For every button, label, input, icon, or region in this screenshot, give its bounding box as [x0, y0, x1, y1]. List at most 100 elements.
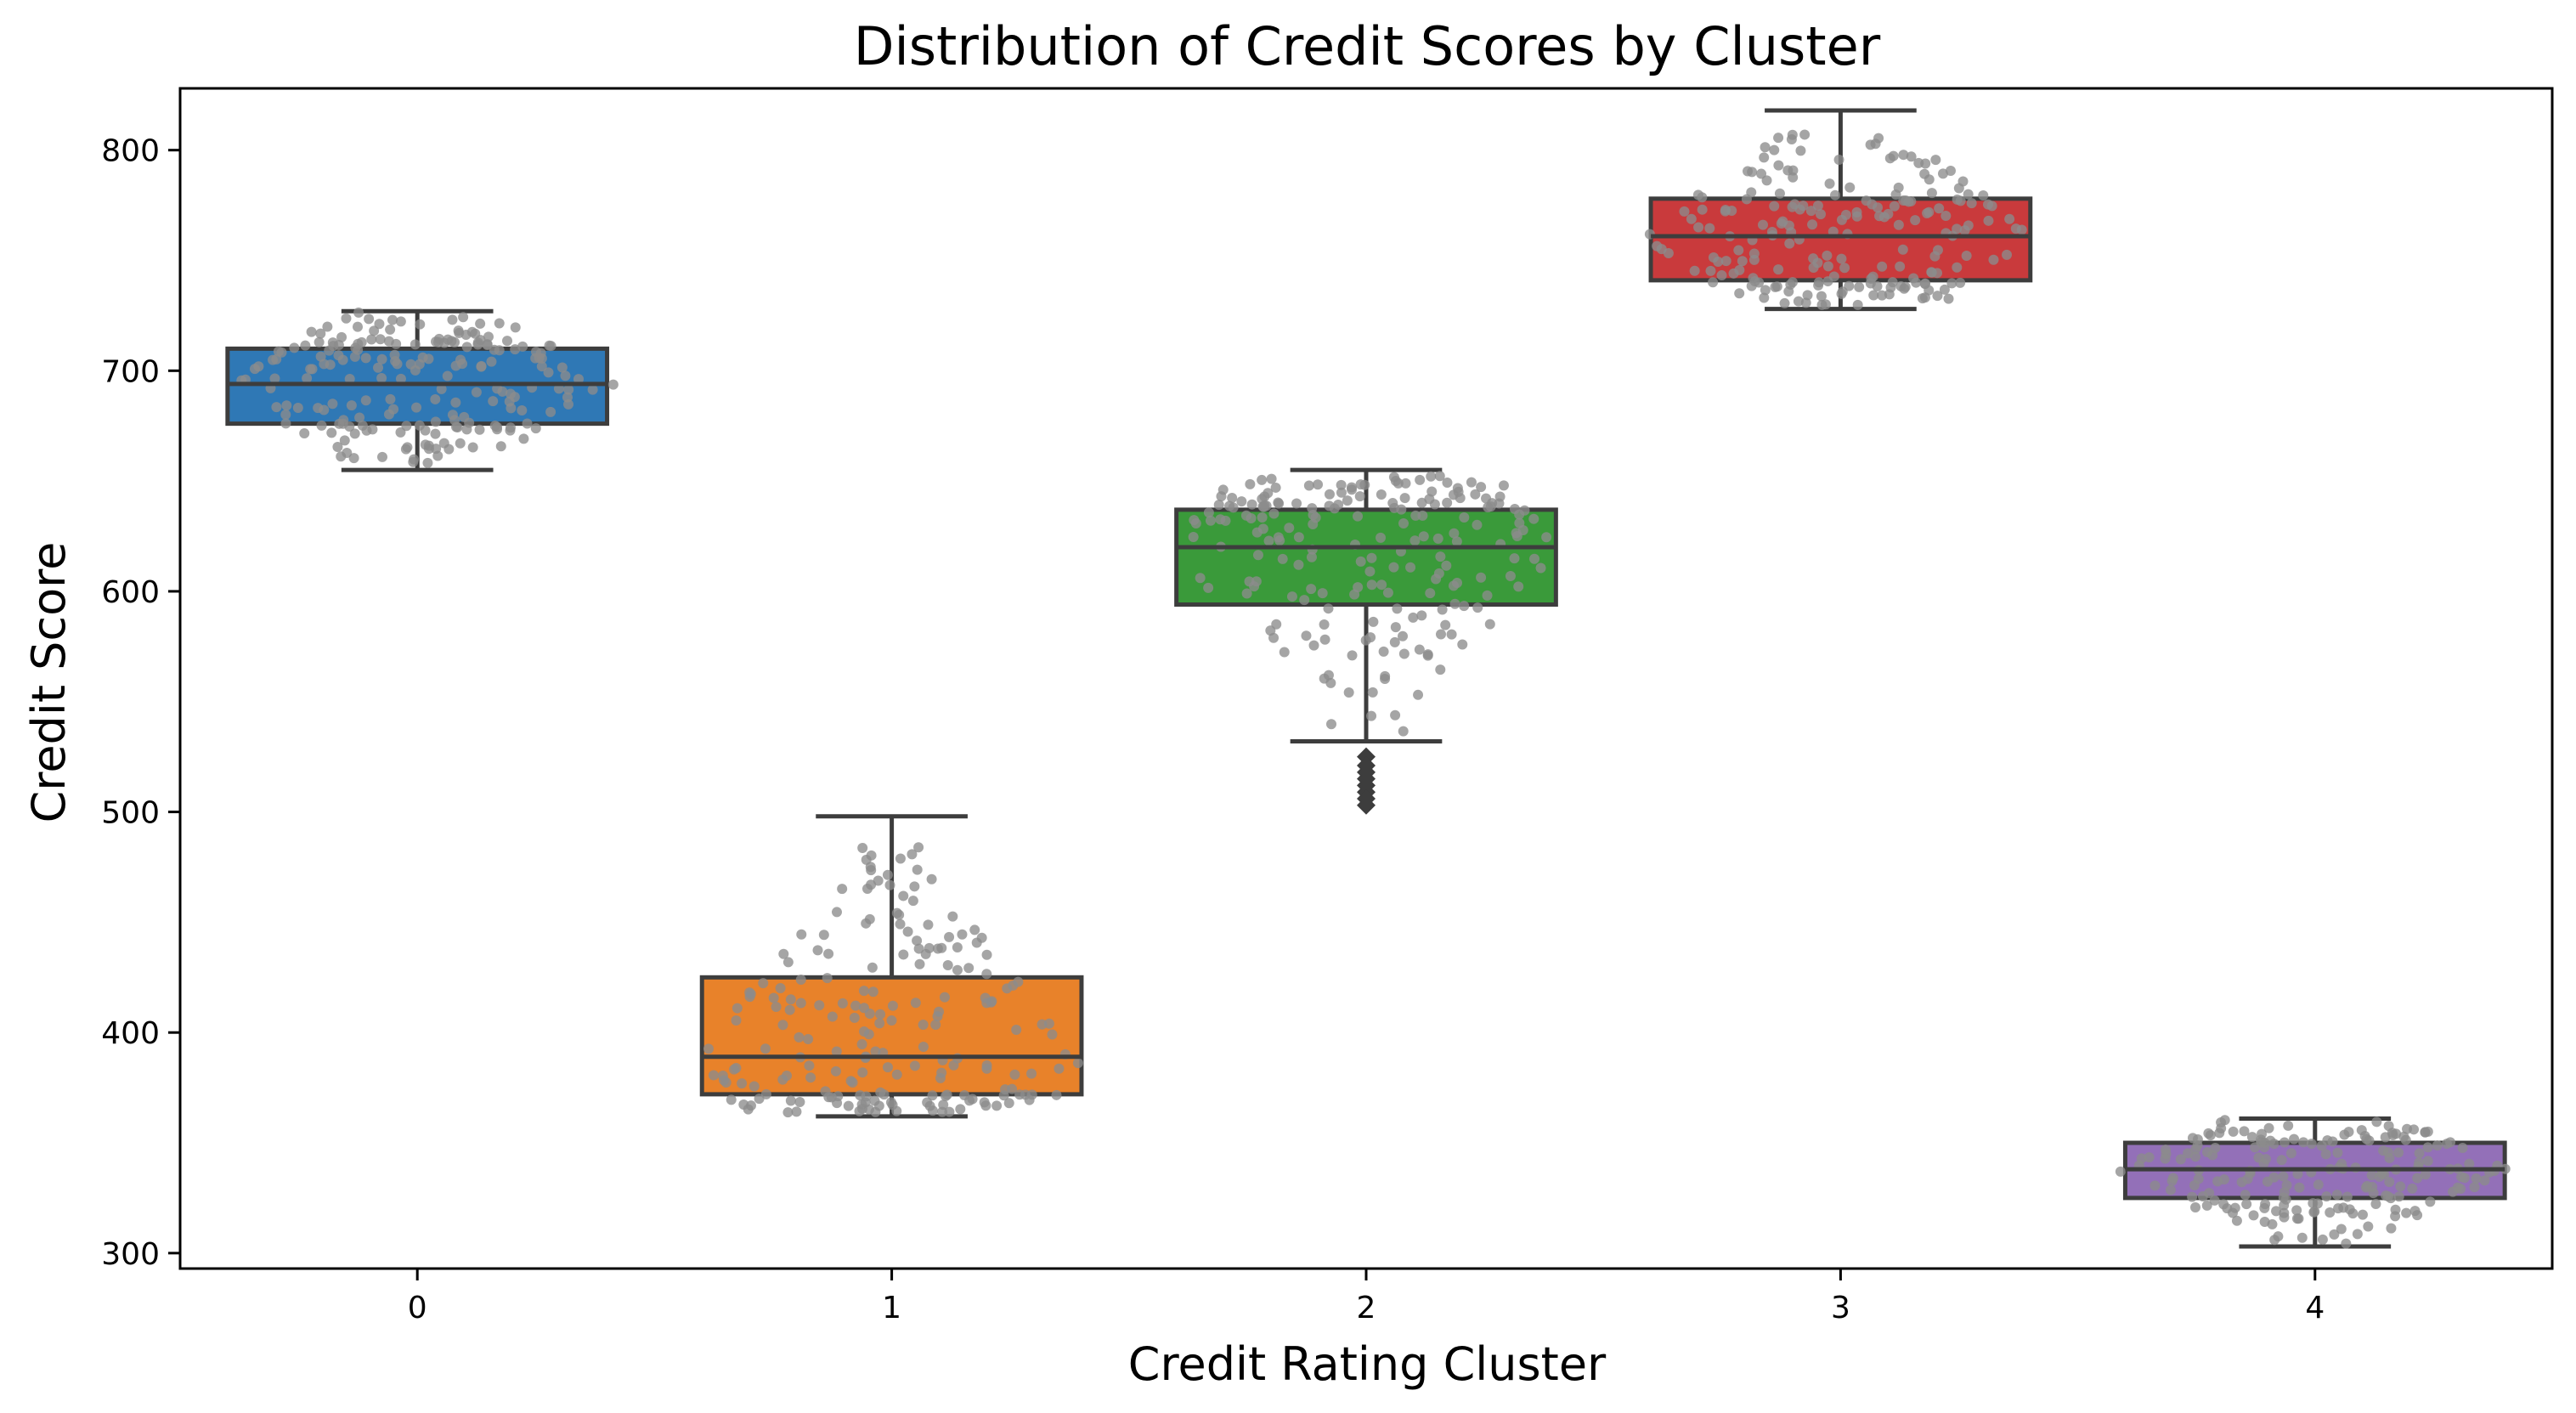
swarm-point: [866, 850, 877, 861]
swarm-point: [454, 327, 465, 338]
swarm-point: [1498, 480, 1509, 491]
swarm-point: [1301, 630, 1312, 642]
swarm-point: [1188, 531, 1199, 542]
swarm-point: [1900, 281, 1911, 292]
swarm-point: [912, 935, 923, 947]
swarm-point: [1895, 261, 1906, 272]
swarm-point: [1779, 297, 1790, 308]
swarm-point: [2371, 1116, 2382, 1128]
swarm-point: [2412, 1173, 2423, 1184]
swarm-point: [1453, 486, 1464, 497]
swarm-point: [1982, 199, 1993, 210]
swarm-point: [2457, 1143, 2468, 1154]
swarm-point: [1734, 264, 1745, 275]
swarm-point: [895, 853, 906, 864]
swarm-point: [1839, 263, 1850, 274]
swarm-point: [1705, 265, 1716, 276]
swarm-point: [2202, 1146, 2213, 1157]
swarm-point: [471, 387, 482, 398]
swarm-point: [818, 930, 829, 941]
swarm-point: [2144, 1152, 2155, 1163]
swarm-point: [494, 318, 505, 329]
swarm-point: [1442, 477, 1453, 488]
swarm-point: [1908, 273, 1919, 284]
swarm-point: [2160, 1145, 2171, 1156]
swarm-point: [2352, 1229, 2363, 1240]
swarm-point: [913, 943, 924, 954]
swarm-point: [1799, 129, 1811, 140]
swarm-point: [2209, 1195, 2220, 1206]
swarm-point: [2313, 1179, 2324, 1190]
swarm-point: [2441, 1139, 2452, 1150]
swarm-point: [336, 451, 347, 462]
swarm-point: [2378, 1145, 2389, 1156]
swarm-point: [573, 374, 585, 385]
swarm-point: [1376, 532, 1387, 543]
swarm-point: [814, 1000, 825, 1011]
swarm-point: [870, 1046, 881, 1057]
swarm-point: [1388, 472, 1399, 483]
x-tick-label: 3: [1831, 1291, 1850, 1325]
swarm-point: [863, 1104, 874, 1115]
swarm-point: [326, 427, 337, 438]
swarm-point: [861, 918, 872, 929]
swarm-point: [344, 374, 355, 385]
swarm-point: [2293, 1213, 2304, 1224]
swarm-point: [2115, 1166, 2126, 1177]
swarm-point: [353, 344, 364, 355]
swarm-point: [2368, 1188, 2379, 1199]
swarm-point: [1983, 215, 1994, 226]
swarm-point: [782, 1107, 794, 1118]
swarm-point: [1877, 261, 1888, 272]
swarm-point: [360, 353, 371, 364]
swarm-point: [1483, 501, 1494, 512]
swarm-point: [1920, 158, 1931, 169]
swarm-point: [732, 1003, 743, 1014]
swarm-point: [1424, 494, 1435, 505]
swarm-point: [1529, 553, 1540, 564]
swarm-point: [914, 958, 925, 969]
swarm-point: [387, 314, 398, 325]
swarm-point: [1326, 719, 1337, 730]
x-tick-label: 0: [408, 1291, 427, 1325]
swarm-point: [2464, 1158, 2475, 1169]
swarm-point: [729, 1064, 740, 1075]
swarm-point: [939, 992, 950, 1003]
swarm-point: [495, 441, 506, 452]
swarm-point: [1816, 291, 1827, 302]
swarm-point: [2210, 1143, 2221, 1154]
swarm-point: [2281, 1179, 2292, 1190]
swarm-point: [383, 336, 394, 347]
swarm-point: [1472, 602, 1483, 613]
swarm-point: [2459, 1173, 2470, 1184]
swarm-point: [1748, 248, 1760, 259]
x-tick-label: 4: [2305, 1291, 2325, 1325]
swarm-point: [475, 318, 486, 329]
swarm-point: [1697, 204, 1708, 215]
swarm-point: [430, 428, 441, 439]
swarm-point: [1426, 471, 1437, 482]
swarm-point: [708, 1070, 719, 1081]
swarm-point: [1205, 515, 1216, 526]
swarm-point: [891, 1069, 902, 1080]
swarm-point: [843, 1100, 854, 1111]
swarm-point: [2279, 1212, 2290, 1223]
swarm-point: [1422, 649, 1433, 660]
swarm-point: [980, 1100, 991, 1111]
swarm-point: [483, 331, 494, 342]
swarm-point: [955, 1104, 966, 1115]
swarm-point: [367, 424, 378, 435]
swarm-point: [1319, 619, 1330, 630]
swarm-point: [1870, 138, 1881, 150]
swarm-point: [1851, 211, 1862, 222]
swarm-point: [522, 418, 533, 429]
swarm-point: [857, 1067, 868, 1078]
swarm-point: [857, 842, 868, 853]
swarm-point: [1405, 562, 1416, 573]
swarm-point: [1313, 479, 1324, 490]
swarm-point: [1413, 689, 1424, 700]
swarm-point: [1822, 261, 1833, 272]
swarm-point: [2257, 1128, 2268, 1139]
swarm-point: [2320, 1149, 2331, 1160]
swarm-point: [1693, 222, 1704, 233]
